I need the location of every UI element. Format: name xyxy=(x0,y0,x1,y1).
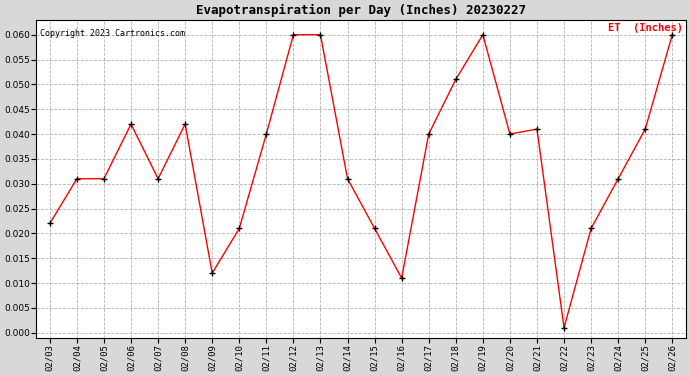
Point xyxy=(369,225,380,231)
Text: Copyright 2023 Cartronics.com: Copyright 2023 Cartronics.com xyxy=(39,29,184,38)
Point xyxy=(126,121,137,127)
Point xyxy=(667,32,678,38)
Point xyxy=(179,121,190,127)
Point xyxy=(99,176,110,182)
Point xyxy=(152,176,164,182)
Point xyxy=(234,225,245,231)
Point xyxy=(613,176,624,182)
Point xyxy=(396,275,407,281)
Point xyxy=(558,325,569,331)
Point xyxy=(531,126,542,132)
Point xyxy=(451,76,462,82)
Point xyxy=(261,131,272,137)
Point xyxy=(342,176,353,182)
Point xyxy=(288,32,299,38)
Point xyxy=(640,126,651,132)
Point xyxy=(586,225,597,231)
Point xyxy=(477,32,489,38)
Title: Evapotranspiration per Day (Inches) 20230227: Evapotranspiration per Day (Inches) 2023… xyxy=(196,4,526,17)
Point xyxy=(423,131,434,137)
Point xyxy=(315,32,326,38)
Point xyxy=(71,176,82,182)
Point xyxy=(207,270,218,276)
Point xyxy=(44,220,55,226)
Text: ET  (Inches): ET (Inches) xyxy=(608,23,682,33)
Point xyxy=(504,131,515,137)
